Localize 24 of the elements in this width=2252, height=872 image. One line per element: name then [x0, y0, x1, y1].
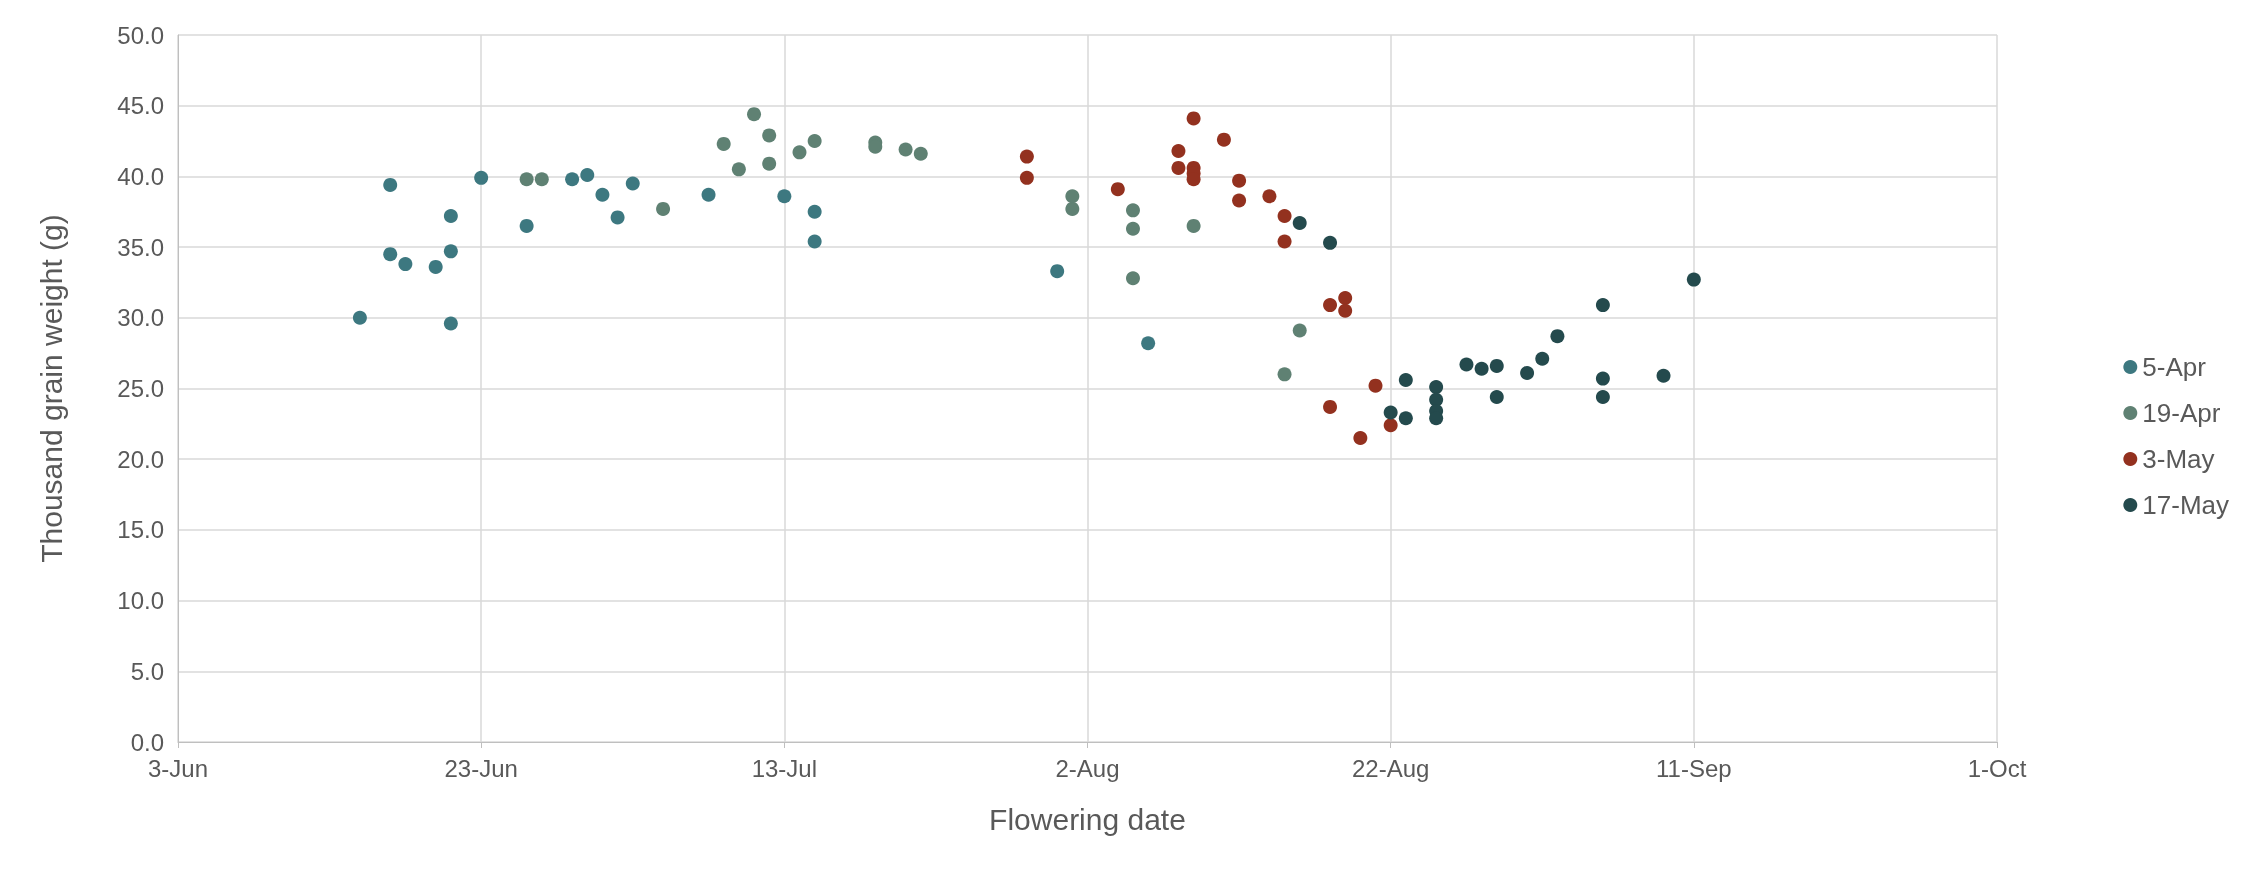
- x-axis-title: Flowering date: [989, 802, 1186, 836]
- x-tick-label: 2-Aug: [1055, 754, 1120, 782]
- y-tick-label: 35.0: [117, 233, 164, 261]
- y-tick-label: 50.0: [117, 21, 164, 49]
- x-tick-label: 22-Aug: [1351, 754, 1430, 782]
- legend-label: 3-May: [2142, 444, 2215, 474]
- x-tick-label: 23-Jun: [444, 754, 518, 782]
- x-tick-label: 13-Jul: [751, 754, 818, 782]
- y-tick-label: 20.0: [117, 445, 164, 473]
- y-tick-label: 5.0: [130, 657, 164, 685]
- x-tick-label: 11-Sep: [1656, 754, 1732, 782]
- x-tick-label: 3-Jun: [147, 754, 209, 782]
- y-tick-label: 15.0: [117, 516, 164, 544]
- y-tick-label: 10.0: [117, 587, 164, 615]
- y-axis-title: Thousand grain weight (g): [34, 214, 68, 563]
- legend-label: 5-Apr: [2142, 352, 2207, 382]
- y-tick-label: 40.0: [117, 162, 164, 190]
- y-tick-label: 30.0: [117, 304, 164, 332]
- legend-label: 17-May: [2142, 490, 2230, 520]
- y-tick-label: 0.0: [130, 728, 164, 756]
- x-tick-label: 1-Oct: [1967, 754, 2027, 782]
- y-tick-label: 45.0: [117, 92, 164, 120]
- legend-label: 19-Apr: [2142, 398, 2221, 428]
- y-tick-label: 25.0: [117, 375, 164, 402]
